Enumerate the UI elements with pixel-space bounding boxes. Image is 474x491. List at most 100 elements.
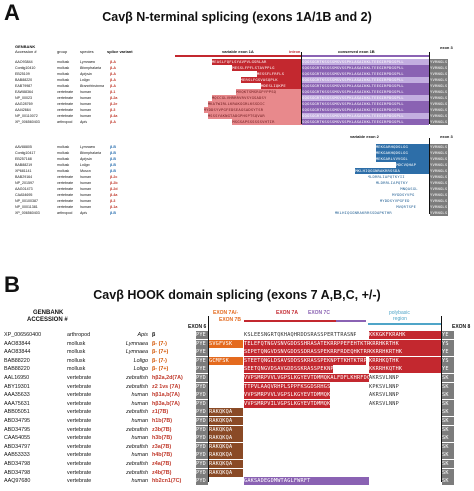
exon6-seq: PYD: [196, 391, 208, 400]
variable-exon-1a-seq: MQCCGLVHRRRVRVSYGSADSY: [211, 95, 302, 101]
variable-exon-2-seq: MYDDSYVPG: [392, 192, 429, 198]
splice-variant-cell: β-A: [110, 60, 116, 64]
exon6-seq: PYD: [196, 460, 208, 468]
exon7b-seq: GCMFSK: [209, 356, 243, 365]
splice-variant-cell: hβ2a,2d(7A): [152, 375, 183, 381]
exon6-seq: PYD: [196, 382, 208, 391]
variable-exon-2-seq: MNQASGL: [400, 186, 429, 192]
group-cell: mollusk: [57, 169, 70, 173]
exon3-seq: YVRNGLS: [430, 83, 448, 89]
splice-variant-cell: β- (7+): [152, 349, 169, 356]
splice-variant-cell: β-B: [110, 211, 116, 215]
group-cell: mollusk: [57, 157, 70, 161]
exon7b-seq: SVGFVSK: [209, 339, 243, 348]
panel-a: A Cavβ N-terminal splicing (exons 1A/1B …: [0, 0, 474, 245]
species-cell: Loligo: [80, 78, 90, 82]
group-cell: mollusk: [57, 145, 70, 149]
species-cell: human: [131, 435, 148, 442]
exon3-seq: YVRNGLS: [430, 192, 448, 198]
exon3-seq: YVRNGLS: [430, 71, 448, 77]
exon7a-minus-header: EXON 7A/-: [213, 310, 239, 316]
splice-variant-cell: β- (7+): [152, 366, 169, 373]
exon8-seq: SK: [442, 382, 454, 391]
variable-exon-1a-seq: MSSSYAKNGTADGPHSPTSQVAR: [207, 113, 302, 119]
intron-header: intron: [289, 49, 301, 54]
group-cell: mollusk: [57, 72, 70, 76]
group-cell: mollusk: [57, 84, 70, 88]
polybasic-seq: KRRHKQTHK: [369, 356, 441, 365]
accession-cell: NP_00110072: [15, 114, 38, 118]
group-cell: vertebrate: [57, 90, 74, 94]
exon7a-seq: VVPSMRPVILVGPSLKGYEVTDMMQK: [244, 399, 330, 408]
exon8-seq: YS: [442, 339, 454, 348]
exon7b-seq: RAKQKQA: [209, 451, 243, 460]
accession-cell: EAB79987: [15, 84, 33, 88]
group-cell: vertebrate: [57, 114, 74, 118]
variable-exon-1a-seq: MYDDSYVPGFEDSEAGSADSYTSR: [203, 107, 302, 113]
accession-cell: AAQ97680: [4, 478, 31, 485]
exon6-seq: PYD: [196, 399, 208, 408]
exon-7a-bar: [244, 320, 336, 322]
group-cell: vertebrate: [57, 96, 74, 100]
exon7c-seq: GAKSADEGDMWTAGLFWRFT: [244, 477, 369, 486]
panel-b: B Cavβ HOOK domain splicing (exons 7 A,B…: [0, 248, 474, 491]
splice-variant-cell: hβ1a,b(7A): [152, 392, 180, 399]
accession-cell: XP681141: [15, 169, 32, 173]
exon8-seq: SK: [442, 408, 454, 417]
polybasic-seq: AKRSVLNNP: [369, 391, 441, 400]
splice-variant-cell: β-1: [110, 90, 116, 94]
group-cell: vertebrate: [57, 108, 74, 112]
splice-variant-cell: β-A: [110, 78, 116, 82]
species-cell: zebrafish: [126, 469, 148, 476]
exon8-seq: SK: [442, 468, 454, 477]
splice-variant-cell: β-A: [110, 72, 116, 76]
exon8-header: EXON 8: [452, 324, 471, 330]
variable-exon-1a-seq: MVQKTSMSRGPYPPSQ: [236, 89, 302, 95]
accession-cell: ABD34798: [4, 461, 31, 467]
panel-a-title: Cavβ N-terminal splicing (exons 1A/1B an…: [102, 10, 372, 24]
accession-cell: ABY19301: [4, 383, 30, 390]
exon3-seq: YVRNGLS: [430, 198, 448, 204]
exon6-header: EXON 6: [188, 324, 207, 330]
exon3-header-bottom: exon 3: [440, 134, 453, 139]
accession-cell: CAA54055: [4, 435, 31, 442]
exon-boundary-line: [429, 138, 430, 214]
exon8-seq: SK: [442, 434, 454, 443]
accession-cell: EAW88364: [15, 90, 34, 94]
exon6-seq: PYE: [196, 365, 208, 374]
exon-7c-bar: [336, 320, 366, 322]
species-cell: human: [80, 175, 91, 179]
exon7b-seq: RAKQKQA: [209, 425, 243, 434]
species-cell: human: [80, 96, 91, 100]
splice-variant-cell: h4b(7B): [152, 452, 173, 459]
group-cell: mollusk: [67, 366, 86, 373]
species-cell: zebrafish: [126, 383, 148, 390]
exon3-seq: YVRNGLS: [430, 180, 448, 186]
accession-b-header: ACCESSION #: [27, 317, 68, 323]
splice-variant-cell: β-3: [110, 108, 116, 112]
species-cell: human: [80, 90, 91, 94]
accession-cell: Contig10417: [15, 151, 36, 155]
species-cell: human: [80, 187, 91, 191]
exon3-header-top: exon 3: [440, 45, 453, 50]
group-cell: vertebrate: [57, 181, 74, 185]
polybasic-seq: KKKGKFKRAHK: [369, 331, 441, 339]
region-header: region: [393, 316, 407, 322]
species-cell: Loligo: [80, 163, 90, 167]
exon6-seq: PYE: [196, 356, 208, 365]
accession-cell: AAI42664: [15, 108, 31, 112]
species-cell: human: [80, 205, 91, 209]
accession-cell: ABB05051: [4, 409, 30, 416]
splice-variant-cell: β-2d: [110, 187, 118, 191]
variable-exon-2-seq: MEKGARHQDSLGG: [375, 144, 429, 150]
accession-header: Accession #: [15, 49, 37, 54]
species-cell: zebrafish: [126, 443, 148, 450]
group-cell: vertebrate: [57, 187, 74, 191]
exon6-seq: PYD: [196, 374, 208, 382]
exon-boundary-line: [301, 52, 302, 124]
variable-exon-2-seq: MDCVQHAP: [396, 162, 429, 168]
exon8-seq: YE: [442, 331, 454, 339]
group-cell: vertebrate: [67, 375, 92, 381]
accession-cell: AAA75631: [4, 400, 30, 407]
group-cell: vertebrate: [67, 383, 92, 390]
